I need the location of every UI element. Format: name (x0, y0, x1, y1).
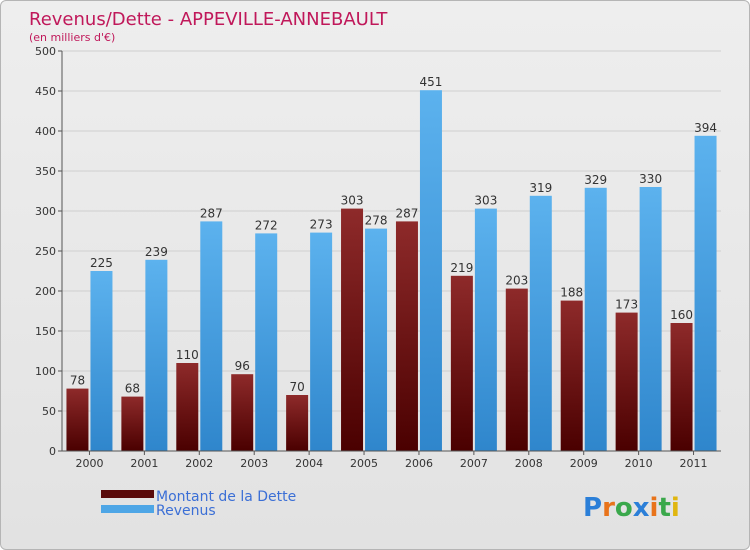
bar-revenus (310, 232, 333, 451)
bar-dette (231, 374, 254, 451)
data-label-dette: 96 (235, 359, 250, 373)
data-label-revenus: 278 (365, 214, 388, 228)
bar-dette (395, 221, 418, 451)
x-tick-label: 2001 (130, 457, 158, 470)
x-tick-label: 2006 (405, 457, 433, 470)
x-tick-label: 2009 (570, 457, 598, 470)
legend-swatch-revenus (101, 505, 154, 513)
data-label-revenus: 394 (694, 121, 717, 135)
bar-dette (450, 275, 473, 451)
data-label-revenus: 319 (529, 181, 552, 195)
x-axis: 2000 2001 2002 2003 2004 2005 2006 2007 2008 2009… (62, 450, 721, 470)
x-tick-label: 2004 (295, 457, 323, 470)
data-label-revenus: 303 (474, 194, 497, 208)
data-label-revenus: 272 (255, 218, 278, 232)
bars: 7822568239110287962727027330327828745121… (66, 75, 717, 452)
x-tick-label: 2008 (515, 457, 543, 470)
bar-dette (341, 208, 364, 451)
bar-dette (176, 363, 199, 451)
y-tick-label: 0 (49, 445, 56, 458)
x-tick-label: 2000 (75, 457, 103, 470)
bar-dette (505, 288, 528, 451)
y-tick-label: 400 (35, 125, 56, 138)
bar-revenus (584, 187, 607, 452)
data-label-revenus: 451 (420, 75, 443, 89)
y-tick-label: 150 (35, 325, 56, 338)
bar-dette (66, 388, 89, 451)
data-label-dette: 219 (450, 261, 473, 275)
data-label-dette: 303 (341, 194, 364, 208)
chart-subtitle: (en milliers d'€) (29, 31, 115, 44)
logo-letter: x (633, 493, 650, 523)
y-tick-label: 450 (35, 85, 56, 98)
logo-letter: P (583, 493, 602, 523)
x-tick-label: 2010 (625, 457, 653, 470)
data-label-revenus: 287 (200, 206, 223, 220)
data-label-revenus: 225 (90, 256, 113, 270)
bar-revenus (145, 259, 168, 451)
bar-revenus (474, 208, 497, 451)
data-label-dette: 173 (615, 298, 638, 312)
data-label-dette: 160 (670, 308, 693, 322)
x-tick-label: 2002 (185, 457, 213, 470)
x-tick-label: 2011 (680, 457, 708, 470)
x-tick-label: 2007 (460, 457, 488, 470)
bar-revenus (90, 271, 113, 451)
legend-label-debt: Montant de la Dette (156, 489, 296, 505)
y-tick-label: 50 (42, 405, 56, 418)
logo-letter: i (650, 493, 659, 523)
data-label-revenus: 329 (584, 173, 607, 187)
data-label-revenus: 239 (145, 245, 168, 259)
y-tick-label: 300 (35, 205, 56, 218)
bar-revenus (529, 195, 552, 451)
data-label-dette: 68 (125, 382, 140, 396)
bar-dette (615, 312, 638, 451)
data-label-dette: 70 (289, 380, 304, 394)
data-label-dette: 287 (396, 206, 419, 220)
logo-letter: r (602, 493, 615, 523)
data-label-revenus: 273 (310, 218, 333, 232)
y-tick-label: 100 (35, 365, 56, 378)
logo-text: Proxiti (583, 493, 680, 523)
bar-revenus (694, 135, 717, 452)
y-tick-label: 250 (35, 245, 56, 258)
y-tick-label: 500 (35, 45, 56, 58)
bar-revenus (255, 233, 278, 451)
data-label-dette: 203 (505, 274, 528, 288)
legend-label-revenus: Revenus (156, 503, 216, 519)
logo-letter: t (658, 493, 670, 523)
y-axis: 0 50 100 150 200 250 300 350 400 450 500 (35, 45, 63, 458)
x-tick-label: 2003 (240, 457, 268, 470)
data-label-dette: 110 (176, 348, 199, 362)
proxiti-logo: Proxiti (583, 493, 680, 523)
legend: Montant de la Dette Revenus (101, 489, 296, 519)
y-tick-label: 350 (35, 165, 56, 178)
bar-revenus (200, 221, 223, 451)
chart-title: Revenus/Dette - APPEVILLE-ANNEBAULT (29, 9, 388, 30)
grid-lines (62, 50, 721, 452)
data-label-dette: 78 (70, 374, 85, 388)
data-label-revenus: 330 (639, 172, 662, 186)
bar-revenus (365, 228, 388, 451)
bar-revenus (419, 90, 442, 451)
bar-revenus (639, 187, 662, 451)
bar-dette (560, 300, 583, 451)
logo-letter: o (615, 493, 633, 523)
logo-letter: i (671, 493, 680, 523)
legend-swatch-debt (101, 490, 154, 498)
bar-dette (121, 396, 144, 451)
data-label-dette: 188 (560, 286, 583, 300)
x-tick-label: 2005 (350, 457, 378, 470)
bar-dette (286, 395, 309, 451)
bar-dette (670, 323, 693, 451)
y-tick-label: 200 (35, 285, 56, 298)
